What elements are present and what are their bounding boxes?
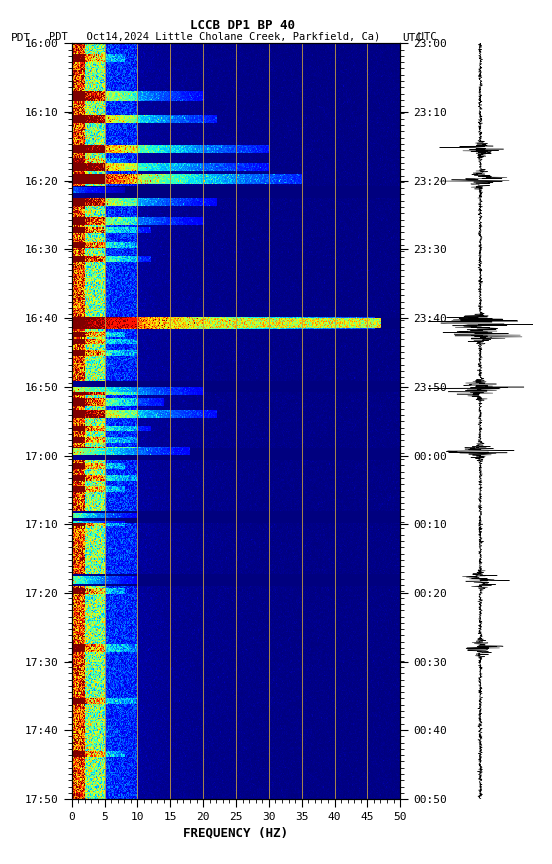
Text: UTC: UTC <box>402 33 422 43</box>
Text: LCCB DP1 BP 40: LCCB DP1 BP 40 <box>190 19 295 32</box>
Text: PDT: PDT <box>11 33 31 43</box>
Text: PDT   Oct14,2024 Little Cholane Creek, Parkfield, Ca)      UTC: PDT Oct14,2024 Little Cholane Creek, Par… <box>49 32 437 42</box>
X-axis label: FREQUENCY (HZ): FREQUENCY (HZ) <box>183 827 289 840</box>
